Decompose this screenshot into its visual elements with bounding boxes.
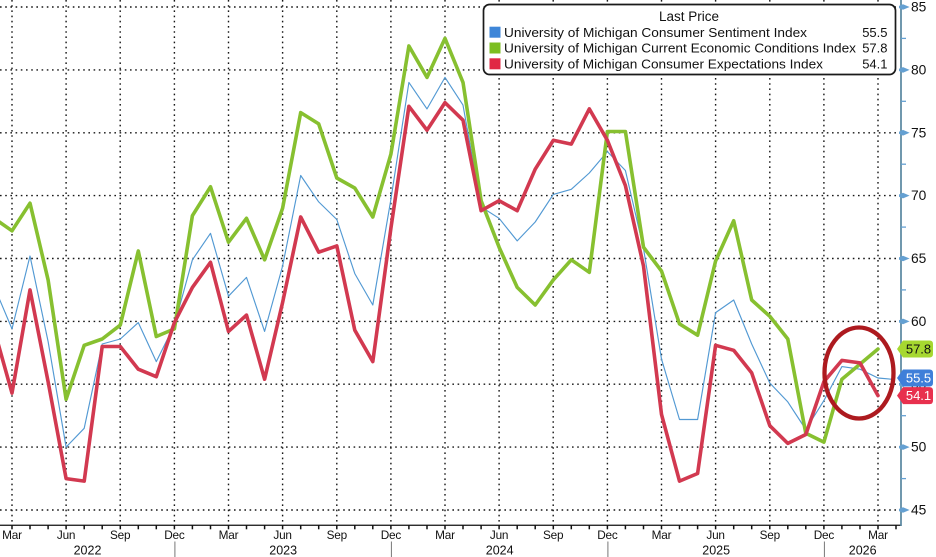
svg-text:85: 85 — [911, 0, 927, 15]
svg-text:2024: 2024 — [486, 543, 514, 557]
svg-text:45: 45 — [911, 503, 927, 518]
svg-text:80: 80 — [911, 63, 927, 78]
svg-text:University of Michigan Consume: University of Michigan Consumer Expectat… — [504, 56, 824, 71]
svg-text:Sep: Sep — [543, 528, 564, 542]
svg-text:Mar: Mar — [652, 528, 672, 542]
svg-text:Sep: Sep — [327, 528, 348, 542]
svg-text:2023: 2023 — [269, 543, 297, 557]
svg-text:Dec: Dec — [381, 528, 402, 542]
svg-text:54.1: 54.1 — [862, 56, 887, 71]
svg-text:Mar: Mar — [219, 528, 239, 542]
svg-text:57.8: 57.8 — [862, 41, 887, 56]
svg-text:Jun: Jun — [706, 528, 724, 542]
svg-text:65: 65 — [911, 251, 927, 266]
svg-text:55.5: 55.5 — [862, 25, 887, 40]
svg-text:Jun: Jun — [490, 528, 508, 542]
svg-text:Sep: Sep — [110, 528, 131, 542]
svg-text:Mar: Mar — [435, 528, 455, 542]
svg-text:54.1: 54.1 — [906, 388, 931, 403]
svg-text:Sep: Sep — [760, 528, 781, 542]
svg-text:Dec: Dec — [597, 528, 618, 542]
svg-text:Dec: Dec — [164, 528, 185, 542]
svg-text:2026: 2026 — [849, 543, 877, 557]
svg-text:Jun: Jun — [273, 528, 291, 542]
svg-text:55.5: 55.5 — [906, 371, 931, 386]
svg-text:Mar: Mar — [868, 528, 888, 542]
svg-text:60: 60 — [911, 314, 927, 329]
svg-text:Dec: Dec — [814, 528, 835, 542]
svg-text:2022: 2022 — [74, 543, 102, 557]
svg-text:75: 75 — [911, 125, 927, 140]
svg-text:Last Price: Last Price — [659, 9, 719, 24]
svg-text:University of Michigan Current: University of Michigan Current Economic … — [504, 41, 857, 56]
svg-text:Mar: Mar — [2, 528, 22, 542]
svg-text:50: 50 — [911, 440, 927, 455]
svg-text:2025: 2025 — [702, 543, 730, 557]
svg-text:University of Michigan Consume: University of Michigan Consumer Sentimen… — [504, 25, 808, 40]
svg-text:70: 70 — [911, 188, 927, 203]
svg-text:57.8: 57.8 — [906, 342, 931, 357]
svg-text:Jun: Jun — [57, 528, 75, 542]
